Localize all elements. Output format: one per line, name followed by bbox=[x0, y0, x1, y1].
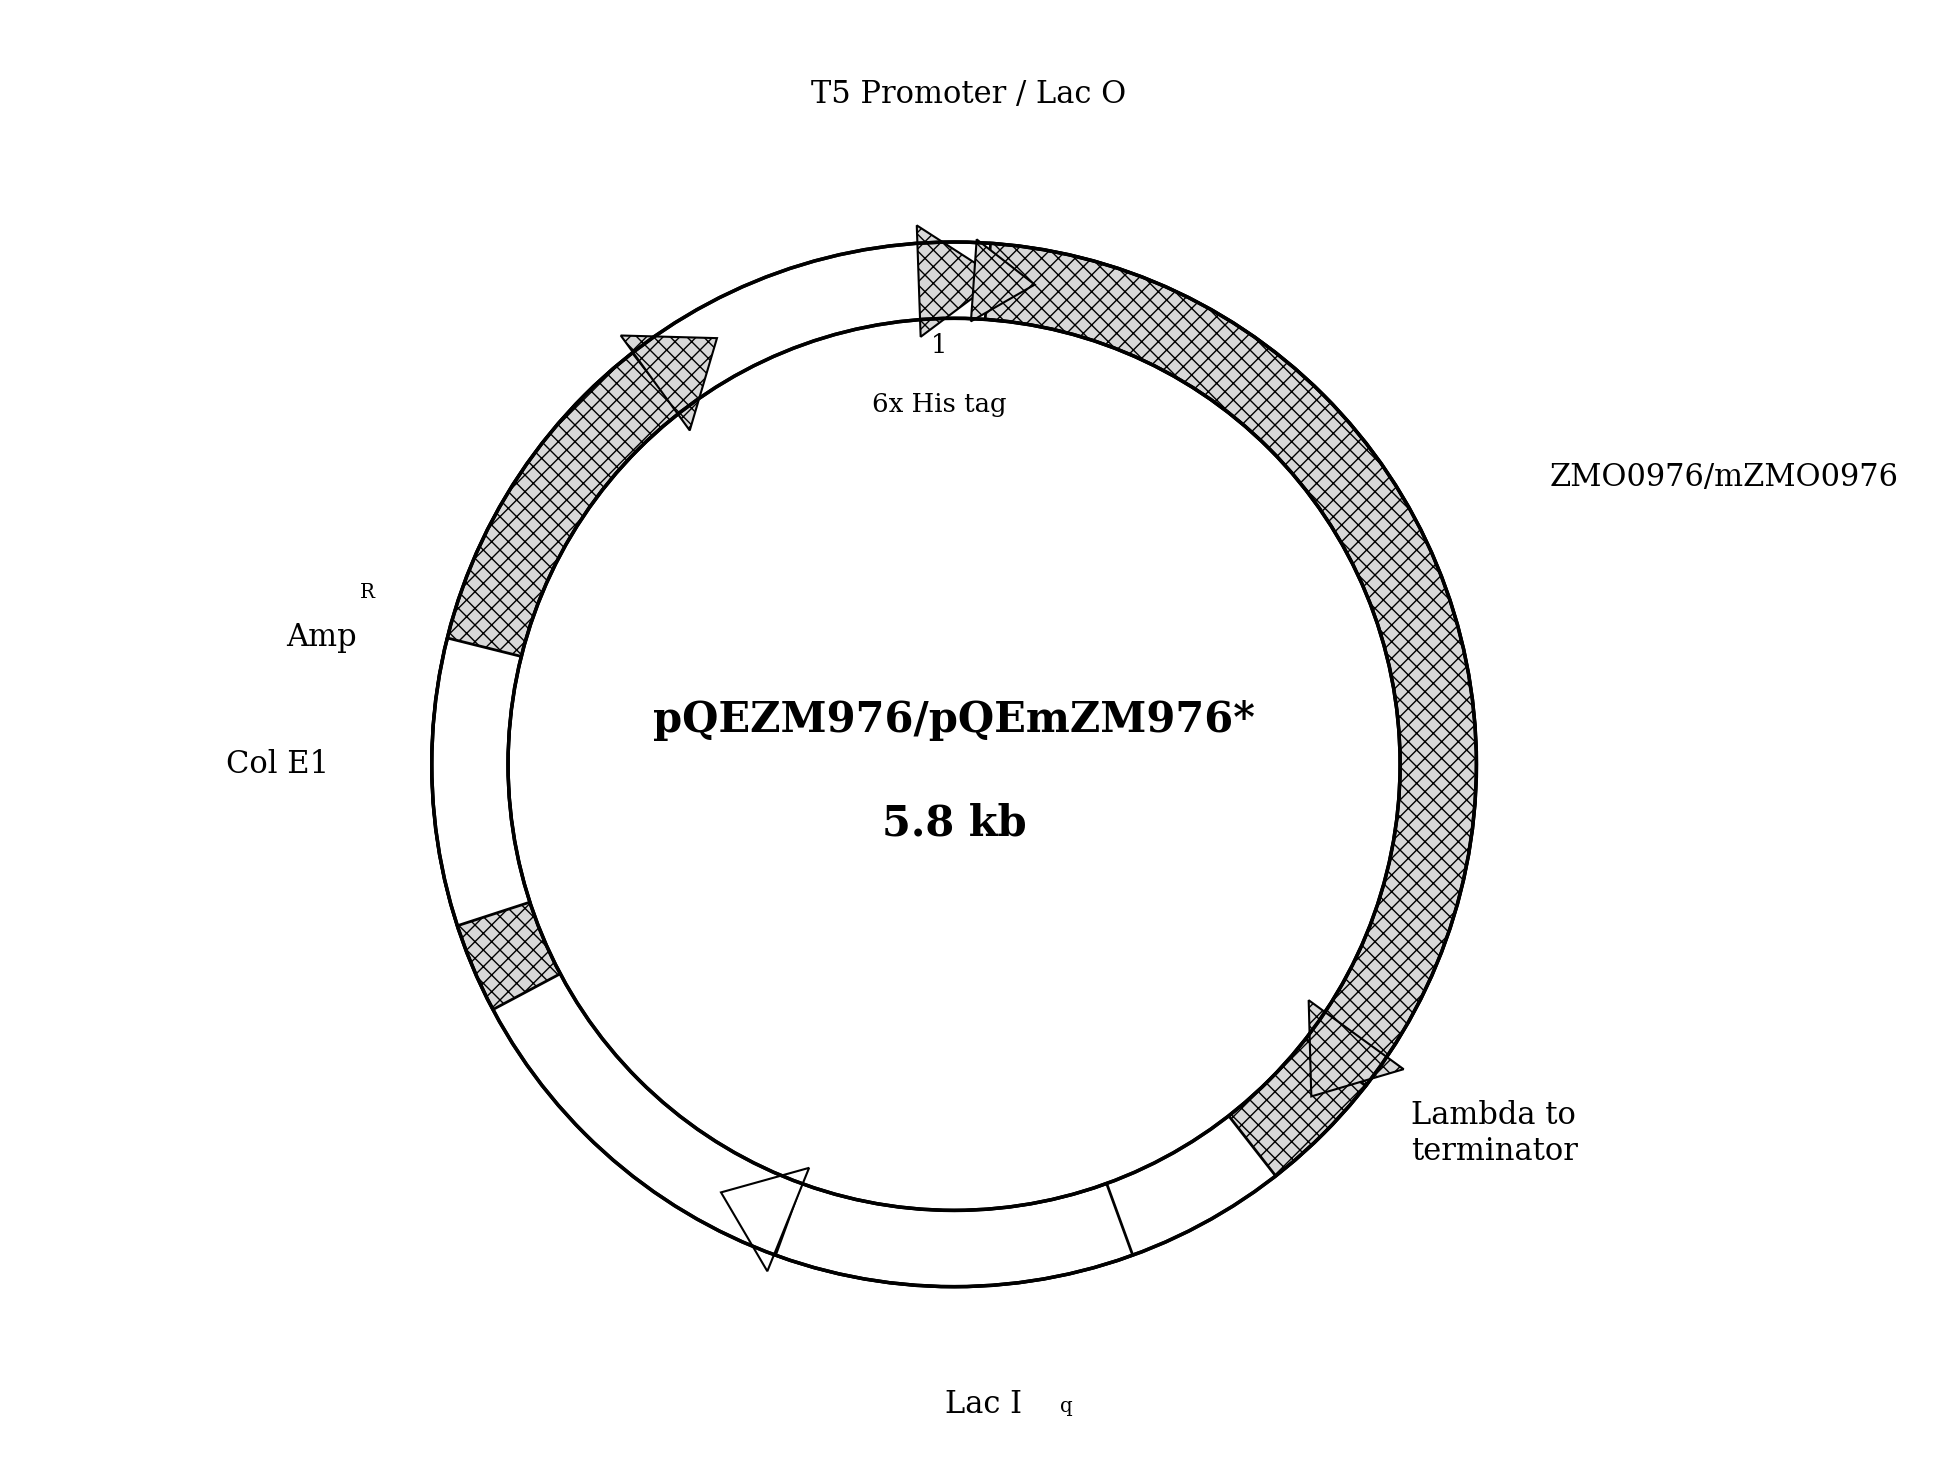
Text: 5.8 kb: 5.8 kb bbox=[881, 803, 1025, 844]
Text: q: q bbox=[1059, 1396, 1072, 1416]
Text: Amp: Amp bbox=[286, 622, 356, 653]
Polygon shape bbox=[432, 638, 530, 926]
Polygon shape bbox=[620, 335, 716, 431]
Polygon shape bbox=[775, 1183, 1133, 1286]
Polygon shape bbox=[1307, 1000, 1403, 1097]
Text: ZMO0976/mZMO0976: ZMO0976/mZMO0976 bbox=[1550, 462, 1898, 492]
Text: 1: 1 bbox=[932, 334, 947, 359]
Polygon shape bbox=[971, 240, 1033, 322]
Polygon shape bbox=[720, 1167, 808, 1272]
Text: Lac I: Lac I bbox=[945, 1389, 1022, 1420]
Polygon shape bbox=[916, 225, 998, 337]
Text: pQEZM976/pQEmZM976*: pQEZM976/pQEmZM976* bbox=[654, 700, 1254, 741]
Polygon shape bbox=[432, 353, 679, 1010]
Text: Lambda to
terminator: Lambda to terminator bbox=[1411, 1100, 1577, 1167]
Text: 6x His tag: 6x His tag bbox=[871, 391, 1006, 416]
Polygon shape bbox=[984, 244, 1476, 1086]
Polygon shape bbox=[1229, 1039, 1364, 1176]
Text: R: R bbox=[360, 584, 376, 603]
Circle shape bbox=[507, 319, 1399, 1210]
Text: T5 Promoter / Lac O: T5 Promoter / Lac O bbox=[810, 79, 1125, 110]
Text: Col E1: Col E1 bbox=[225, 748, 329, 781]
Polygon shape bbox=[432, 243, 1476, 1286]
